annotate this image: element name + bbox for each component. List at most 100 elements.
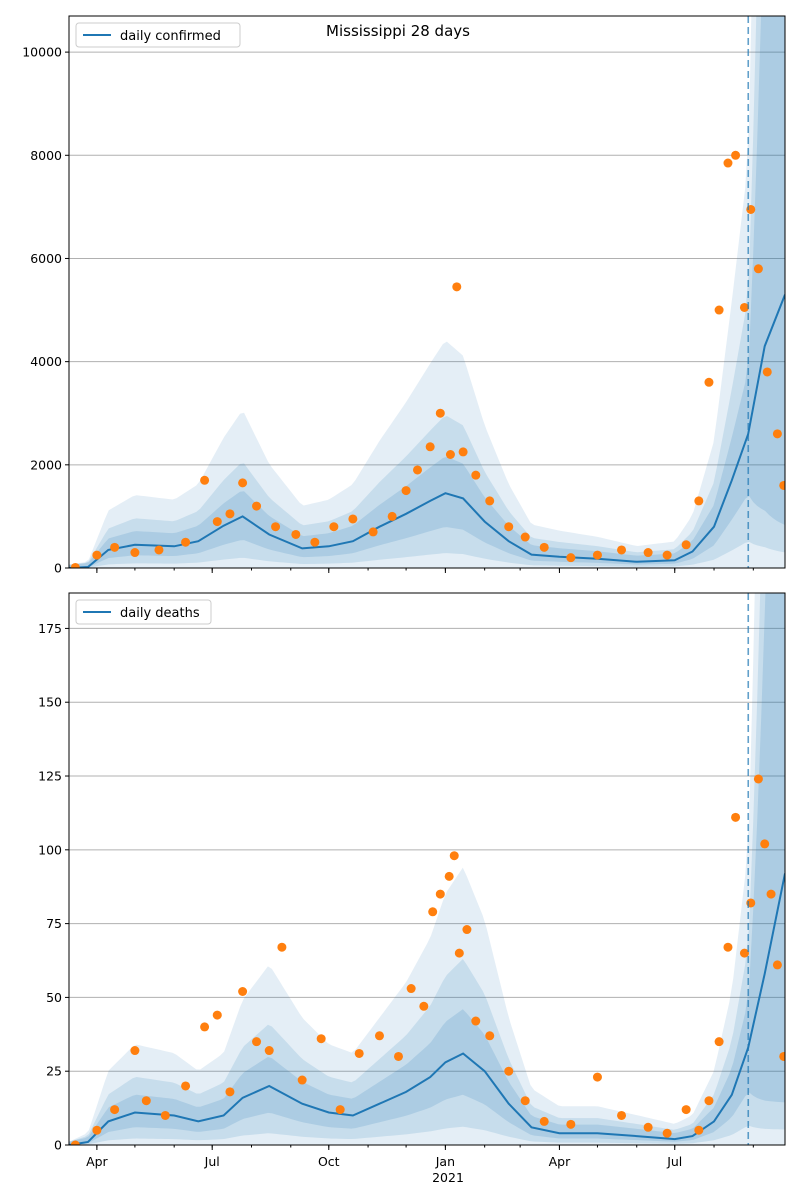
y-tick-label: 175 (38, 621, 62, 636)
axes-frame (68, 15, 786, 569)
data-point (92, 1125, 102, 1135)
data-point (406, 984, 416, 994)
data-point (681, 540, 691, 550)
middle-uncertainty-band (69, 593, 785, 1145)
data-point (779, 480, 785, 490)
data-point (412, 465, 422, 475)
data-point (643, 1122, 653, 1132)
plot-area (69, 593, 785, 1145)
data-point (471, 470, 481, 480)
series-line (69, 294, 785, 568)
data-point (760, 839, 770, 849)
data-point (471, 1016, 481, 1026)
data-point (181, 537, 191, 547)
data-point (681, 1105, 691, 1115)
data-point (291, 529, 301, 539)
data-point (731, 812, 741, 822)
data-point (393, 1051, 403, 1061)
data-point (181, 1081, 191, 1091)
data-point (225, 509, 235, 519)
x-tick-label: Apr (549, 1154, 571, 1169)
data-point (200, 1022, 210, 1032)
data-point (694, 1125, 704, 1135)
y-tick-label: 10000 (22, 45, 62, 60)
data-point (419, 1001, 429, 1011)
y-tick-label: 2000 (30, 457, 62, 472)
data-point (225, 1087, 235, 1097)
data-point (428, 907, 438, 917)
data-point (141, 1096, 151, 1106)
legend-box (75, 22, 241, 48)
data-point (252, 1037, 262, 1047)
data-point (401, 486, 411, 496)
data-point (264, 1046, 274, 1056)
data-point (335, 1105, 345, 1115)
data-point (70, 562, 80, 568)
chart-title: Mississippi 28 days (326, 22, 470, 40)
data-point (92, 550, 102, 560)
y-tick-label: 8000 (30, 148, 62, 163)
data-point (504, 1066, 514, 1076)
x-tick-label: Apr (86, 1154, 108, 1169)
y-tick-label: 0 (54, 1138, 62, 1153)
x-year-label: 2021 (432, 1170, 464, 1185)
data-point (277, 942, 287, 952)
data-point (458, 447, 468, 457)
data-point (723, 158, 733, 168)
data-point (70, 1140, 80, 1145)
y-tick-label: 50 (46, 990, 62, 1005)
data-point (297, 1075, 307, 1085)
data-point (452, 282, 462, 292)
x-tick-label: Jul (666, 1154, 682, 1169)
data-point (271, 522, 281, 532)
y-tick-label: 100 (38, 842, 62, 857)
data-point (753, 774, 763, 784)
data-point (310, 537, 320, 547)
confirmed-panel: 0 2000 4000 6000 8000 10000 daily confirmed (22, 15, 786, 576)
y-tick-label: 4000 (30, 354, 62, 369)
data-point (704, 377, 714, 387)
data-point (387, 511, 397, 521)
data-point (435, 889, 445, 899)
data-point (566, 553, 576, 563)
data-point (731, 150, 741, 160)
data-point (110, 542, 120, 552)
data-point (212, 517, 222, 527)
data-point (766, 889, 776, 899)
data-point (238, 987, 248, 997)
data-point (617, 545, 627, 555)
data-point (592, 1072, 602, 1082)
axes-frame (68, 592, 786, 1146)
data-point (617, 1110, 627, 1120)
data-point (462, 925, 472, 935)
data-point (694, 496, 704, 506)
data-point (714, 305, 724, 315)
middle-uncertainty-band (69, 16, 785, 568)
data-point (374, 1031, 384, 1041)
y-tick-label: 150 (38, 695, 62, 710)
data-point (348, 514, 358, 524)
data-point (130, 1046, 140, 1056)
data-point (739, 302, 749, 312)
data-point (425, 442, 435, 452)
outer-uncertainty-band (69, 16, 785, 568)
data-point (485, 1031, 495, 1041)
y-tick-label: 0 (54, 561, 62, 576)
data-point (723, 942, 733, 952)
data-point (539, 1116, 549, 1126)
x-tick-label: Jul (204, 1154, 220, 1169)
data-point (520, 532, 530, 542)
y-tick-label: 6000 (30, 251, 62, 266)
data-point (779, 1051, 785, 1061)
data-point (662, 550, 672, 560)
outer-uncertainty-band (69, 593, 785, 1145)
data-point (212, 1010, 222, 1020)
data-point (252, 501, 262, 511)
data-point (643, 548, 653, 558)
data-point (444, 871, 454, 881)
data-point (566, 1119, 576, 1129)
legend-box (75, 599, 212, 625)
deaths-panel: 0 25 50 75 100 125 150 175 Apr Jul Oct Jan Apr Jul dai… (38, 592, 786, 1169)
data-point (739, 948, 749, 958)
